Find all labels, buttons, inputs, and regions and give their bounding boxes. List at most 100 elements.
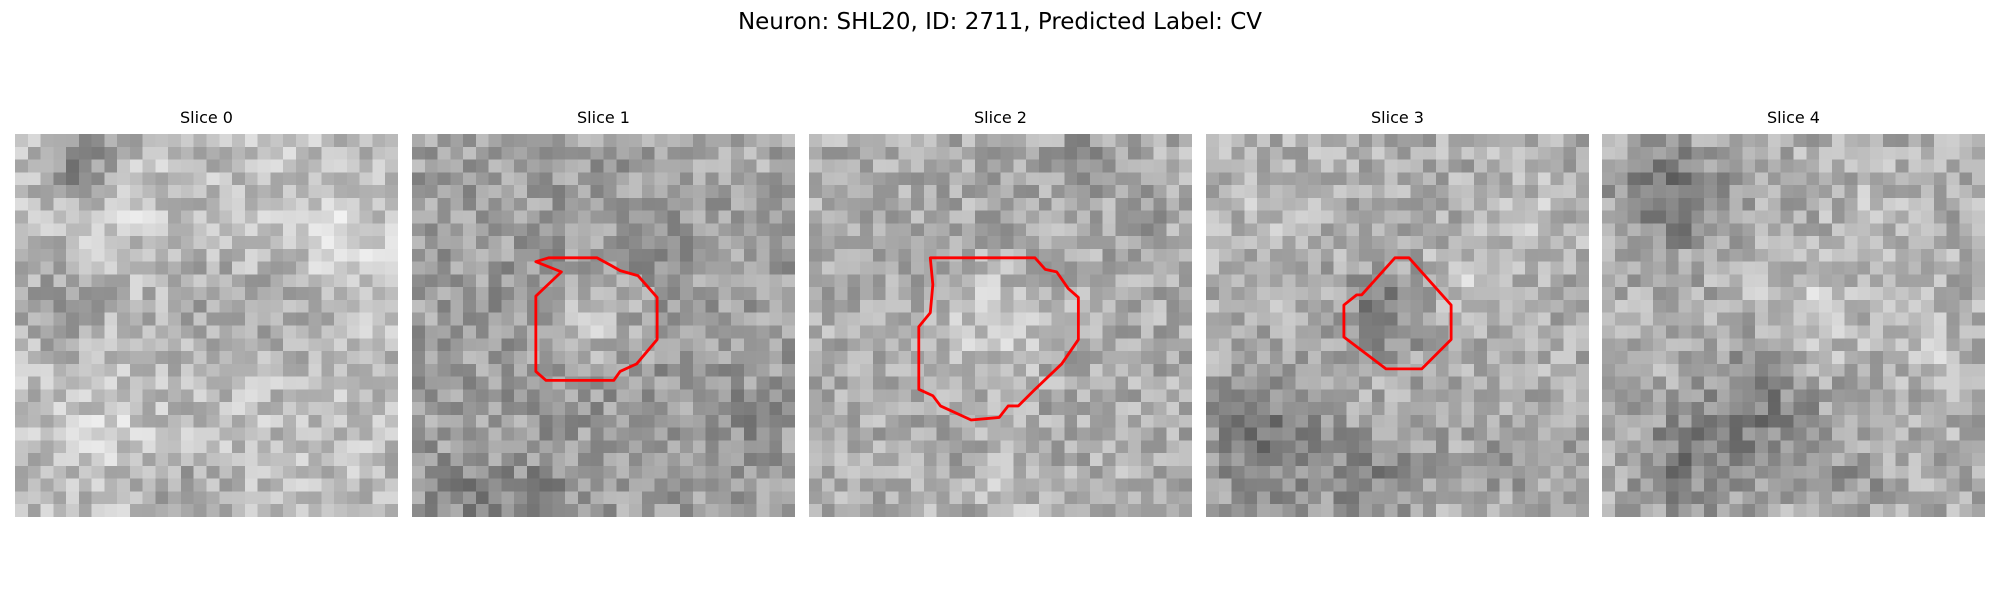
image-pixel: [1959, 248, 1973, 262]
image-pixel: [603, 236, 617, 250]
image-pixel: [1206, 338, 1220, 352]
image-pixel: [616, 325, 630, 339]
image-pixel: [1231, 389, 1245, 403]
image-pixel: [180, 338, 194, 352]
image-pixel: [1844, 504, 1858, 517]
image-pixel: [1895, 478, 1909, 492]
image-pixel: [769, 274, 783, 288]
image-pixel: [142, 236, 156, 250]
image-pixel: [1000, 274, 1014, 288]
image-pixel: [219, 248, 233, 262]
image-pixel: [923, 236, 937, 250]
image-pixel: [1333, 427, 1347, 441]
image-pixel: [1486, 325, 1500, 339]
image-pixel: [1602, 287, 1616, 301]
image-pixel: [1614, 376, 1628, 390]
image-pixel: [809, 363, 823, 377]
image-pixel: [1384, 491, 1398, 505]
image-pixel: [1000, 427, 1014, 441]
image-pixel: [821, 389, 835, 403]
image-pixel: [552, 427, 566, 441]
image-pixel: [1921, 159, 1935, 173]
image-pixel: [731, 491, 745, 505]
image-pixel: [1933, 274, 1947, 288]
image-pixel: [1308, 465, 1322, 479]
image-pixel: [847, 351, 861, 365]
image-pixel: [782, 248, 795, 262]
image-pixel: [104, 287, 118, 301]
image-pixel: [1819, 389, 1833, 403]
image-pixel: [782, 134, 795, 148]
image-pixel: [911, 440, 925, 454]
image-pixel: [809, 376, 823, 390]
image-pixel: [860, 465, 874, 479]
image-pixel: [654, 376, 668, 390]
image-pixel: [1972, 134, 1985, 148]
image-pixel: [1026, 299, 1040, 313]
image-pixel: [1026, 414, 1040, 428]
image-pixel: [1218, 261, 1232, 275]
image-pixel: [1448, 402, 1462, 416]
image-pixel: [463, 351, 477, 365]
image-pixel: [1077, 325, 1091, 339]
image-pixel: [1665, 491, 1679, 505]
image-pixel: [412, 440, 426, 454]
image-pixel: [680, 197, 694, 211]
image-pixel: [1077, 389, 1091, 403]
image-pixel: [1563, 146, 1577, 160]
image-pixel: [974, 402, 988, 416]
image-pixel: [692, 491, 706, 505]
image-pixel: [155, 402, 169, 416]
image-pixel: [1640, 402, 1654, 416]
image-pixel: [257, 146, 271, 160]
image-pixel: [1089, 338, 1103, 352]
image-pixel: [654, 414, 668, 428]
image-pixel: [1153, 363, 1167, 377]
image-pixel: [193, 402, 207, 416]
image-pixel: [15, 325, 29, 339]
image-pixel: [1895, 491, 1909, 505]
image-pixel: [1895, 223, 1909, 237]
image-pixel: [1153, 159, 1167, 173]
image-pixel: [1257, 414, 1271, 428]
image-pixel: [1282, 312, 1296, 326]
image-pixel: [180, 351, 194, 365]
image-pixel: [1729, 338, 1743, 352]
image-pixel: [66, 248, 80, 262]
image-pixel: [616, 440, 630, 454]
image-pixel: [78, 478, 92, 492]
image-pixel: [718, 504, 732, 517]
image-pixel: [1640, 172, 1654, 186]
image-pixel: [385, 185, 398, 199]
image-pixel: [219, 414, 233, 428]
image-pixel: [1755, 223, 1769, 237]
image-pixel: [565, 299, 579, 313]
image-pixel: [1486, 159, 1500, 173]
image-pixel: [334, 325, 348, 339]
image-pixel: [1089, 197, 1103, 211]
image-pixel: [1512, 465, 1526, 479]
image-pixel: [1602, 210, 1616, 224]
image-pixel: [847, 172, 861, 186]
image-pixel: [1013, 299, 1027, 313]
image-pixel: [1576, 134, 1589, 148]
image-pixel: [1780, 478, 1794, 492]
image-pixel: [1525, 223, 1539, 237]
image-pixel: [705, 287, 719, 301]
image-pixel: [1640, 287, 1654, 301]
image-pixel: [629, 197, 643, 211]
image-pixel: [1077, 197, 1091, 211]
image-pixel: [1550, 363, 1564, 377]
image-pixel: [321, 210, 335, 224]
image-pixel: [40, 159, 54, 173]
image-pixel: [412, 134, 426, 148]
image-pixel: [949, 376, 963, 390]
image-pixel: [911, 299, 925, 313]
image-pixel: [809, 210, 823, 224]
image-pixel: [1716, 146, 1730, 160]
image-pixel: [1576, 185, 1589, 199]
image-pixel: [155, 261, 169, 275]
image-pixel: [1563, 287, 1577, 301]
image-pixel: [1780, 491, 1794, 505]
image-pixel: [475, 478, 489, 492]
